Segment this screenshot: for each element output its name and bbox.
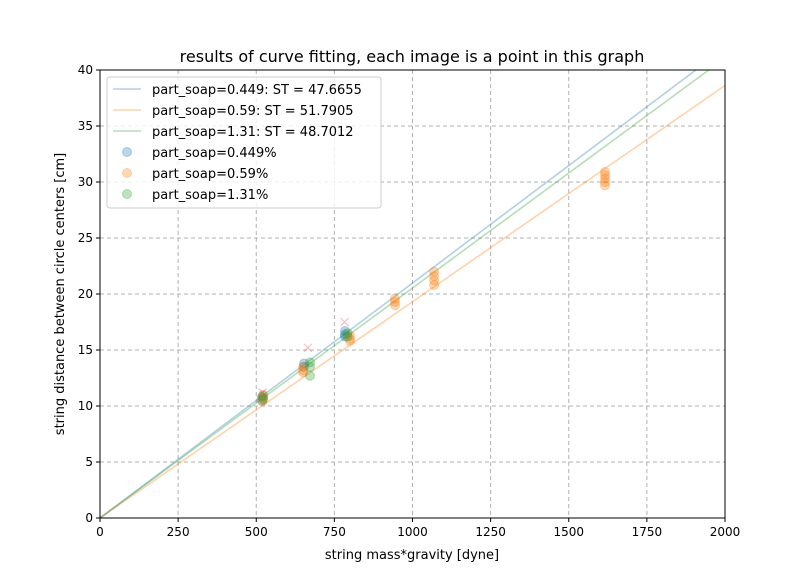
legend-label: part_soap=1.31: ST = 48.7012 (152, 125, 354, 140)
x-tick-label: 1000 (397, 525, 428, 539)
data-point (429, 275, 440, 286)
data-point (258, 390, 269, 401)
data-point (342, 331, 353, 342)
y-tick-label: 10 (78, 399, 93, 413)
y-axis-label: string distance between circle centers [… (53, 153, 68, 435)
data-point (429, 280, 440, 291)
fit-line (99, 69, 710, 519)
data-point (600, 166, 610, 177)
data-point (305, 357, 315, 368)
data-point (258, 394, 269, 405)
legend-label: part_soap=0.449% (152, 146, 277, 161)
excluded-point (303, 343, 313, 353)
data-point (258, 393, 269, 404)
data-point (429, 271, 440, 282)
y-tick-label: 20 (78, 287, 93, 301)
x-tick-label: 1500 (553, 525, 584, 539)
data-point (345, 333, 355, 344)
legend-label: part_soap=0.59% (152, 167, 268, 182)
data-point (390, 300, 400, 311)
x-tick-label: 0 (96, 525, 104, 539)
legend-marker-swatch (122, 189, 132, 199)
legend-label: part_soap=0.59: ST = 51.7905 (152, 104, 354, 119)
data-point (258, 389, 269, 400)
data-point (340, 329, 350, 340)
x-tick-label: 750 (323, 525, 346, 539)
legend-marker-swatch (122, 147, 132, 157)
data-point (298, 365, 309, 376)
x-tick-label: 500 (245, 525, 268, 539)
y-tick-label: 15 (78, 343, 93, 357)
data-point (390, 296, 400, 307)
legend-box (106, 76, 382, 209)
data-point (342, 328, 353, 339)
data-point (305, 370, 315, 381)
legend: part_soap=0.449: ST = 47.6655 part_soap=0… (106, 76, 382, 209)
x-tick-label: 250 (167, 525, 190, 539)
data-point (340, 325, 350, 336)
data-point (345, 336, 355, 347)
fit-line (99, 84, 726, 519)
y-tick-label: 0 (85, 511, 93, 525)
y-tick-label: 25 (78, 231, 93, 245)
data-point (390, 293, 400, 304)
chart-title: results of curve fitting, each image is … (180, 47, 645, 66)
y-tick-label: 30 (78, 175, 93, 189)
data-point (600, 177, 610, 187)
fit-line (99, 69, 697, 519)
plot-frame (99, 69, 726, 519)
data-point (600, 170, 610, 181)
data-point (305, 361, 315, 372)
data-point (256, 395, 267, 406)
x-tick-label: 1250 (475, 525, 506, 539)
legend-label: part_soap=0.449: ST = 47.6655 (152, 83, 362, 98)
data-point (256, 392, 267, 403)
data-point (299, 361, 310, 372)
data-point (298, 367, 309, 378)
y-tick-label: 35 (78, 119, 93, 133)
x-tick-label: 2000 (710, 525, 741, 539)
y-tick-label: 40 (78, 63, 93, 77)
x-tick-label: 1750 (632, 525, 663, 539)
data-point (600, 173, 610, 184)
data-point (340, 331, 350, 342)
data-point (298, 361, 309, 372)
legend-marker-swatch (122, 168, 132, 178)
data-point (299, 358, 310, 369)
excluded-point (340, 317, 350, 327)
data-point (429, 266, 440, 277)
data-point (257, 396, 268, 407)
legend-label: part_soap=1.31% (152, 188, 268, 203)
y-tick-label: 5 (85, 455, 93, 469)
data-point (600, 180, 610, 191)
excluded-point (258, 388, 267, 397)
x-axis-label: string mass*gravity [dyne] (325, 548, 499, 563)
data-point (345, 330, 355, 341)
